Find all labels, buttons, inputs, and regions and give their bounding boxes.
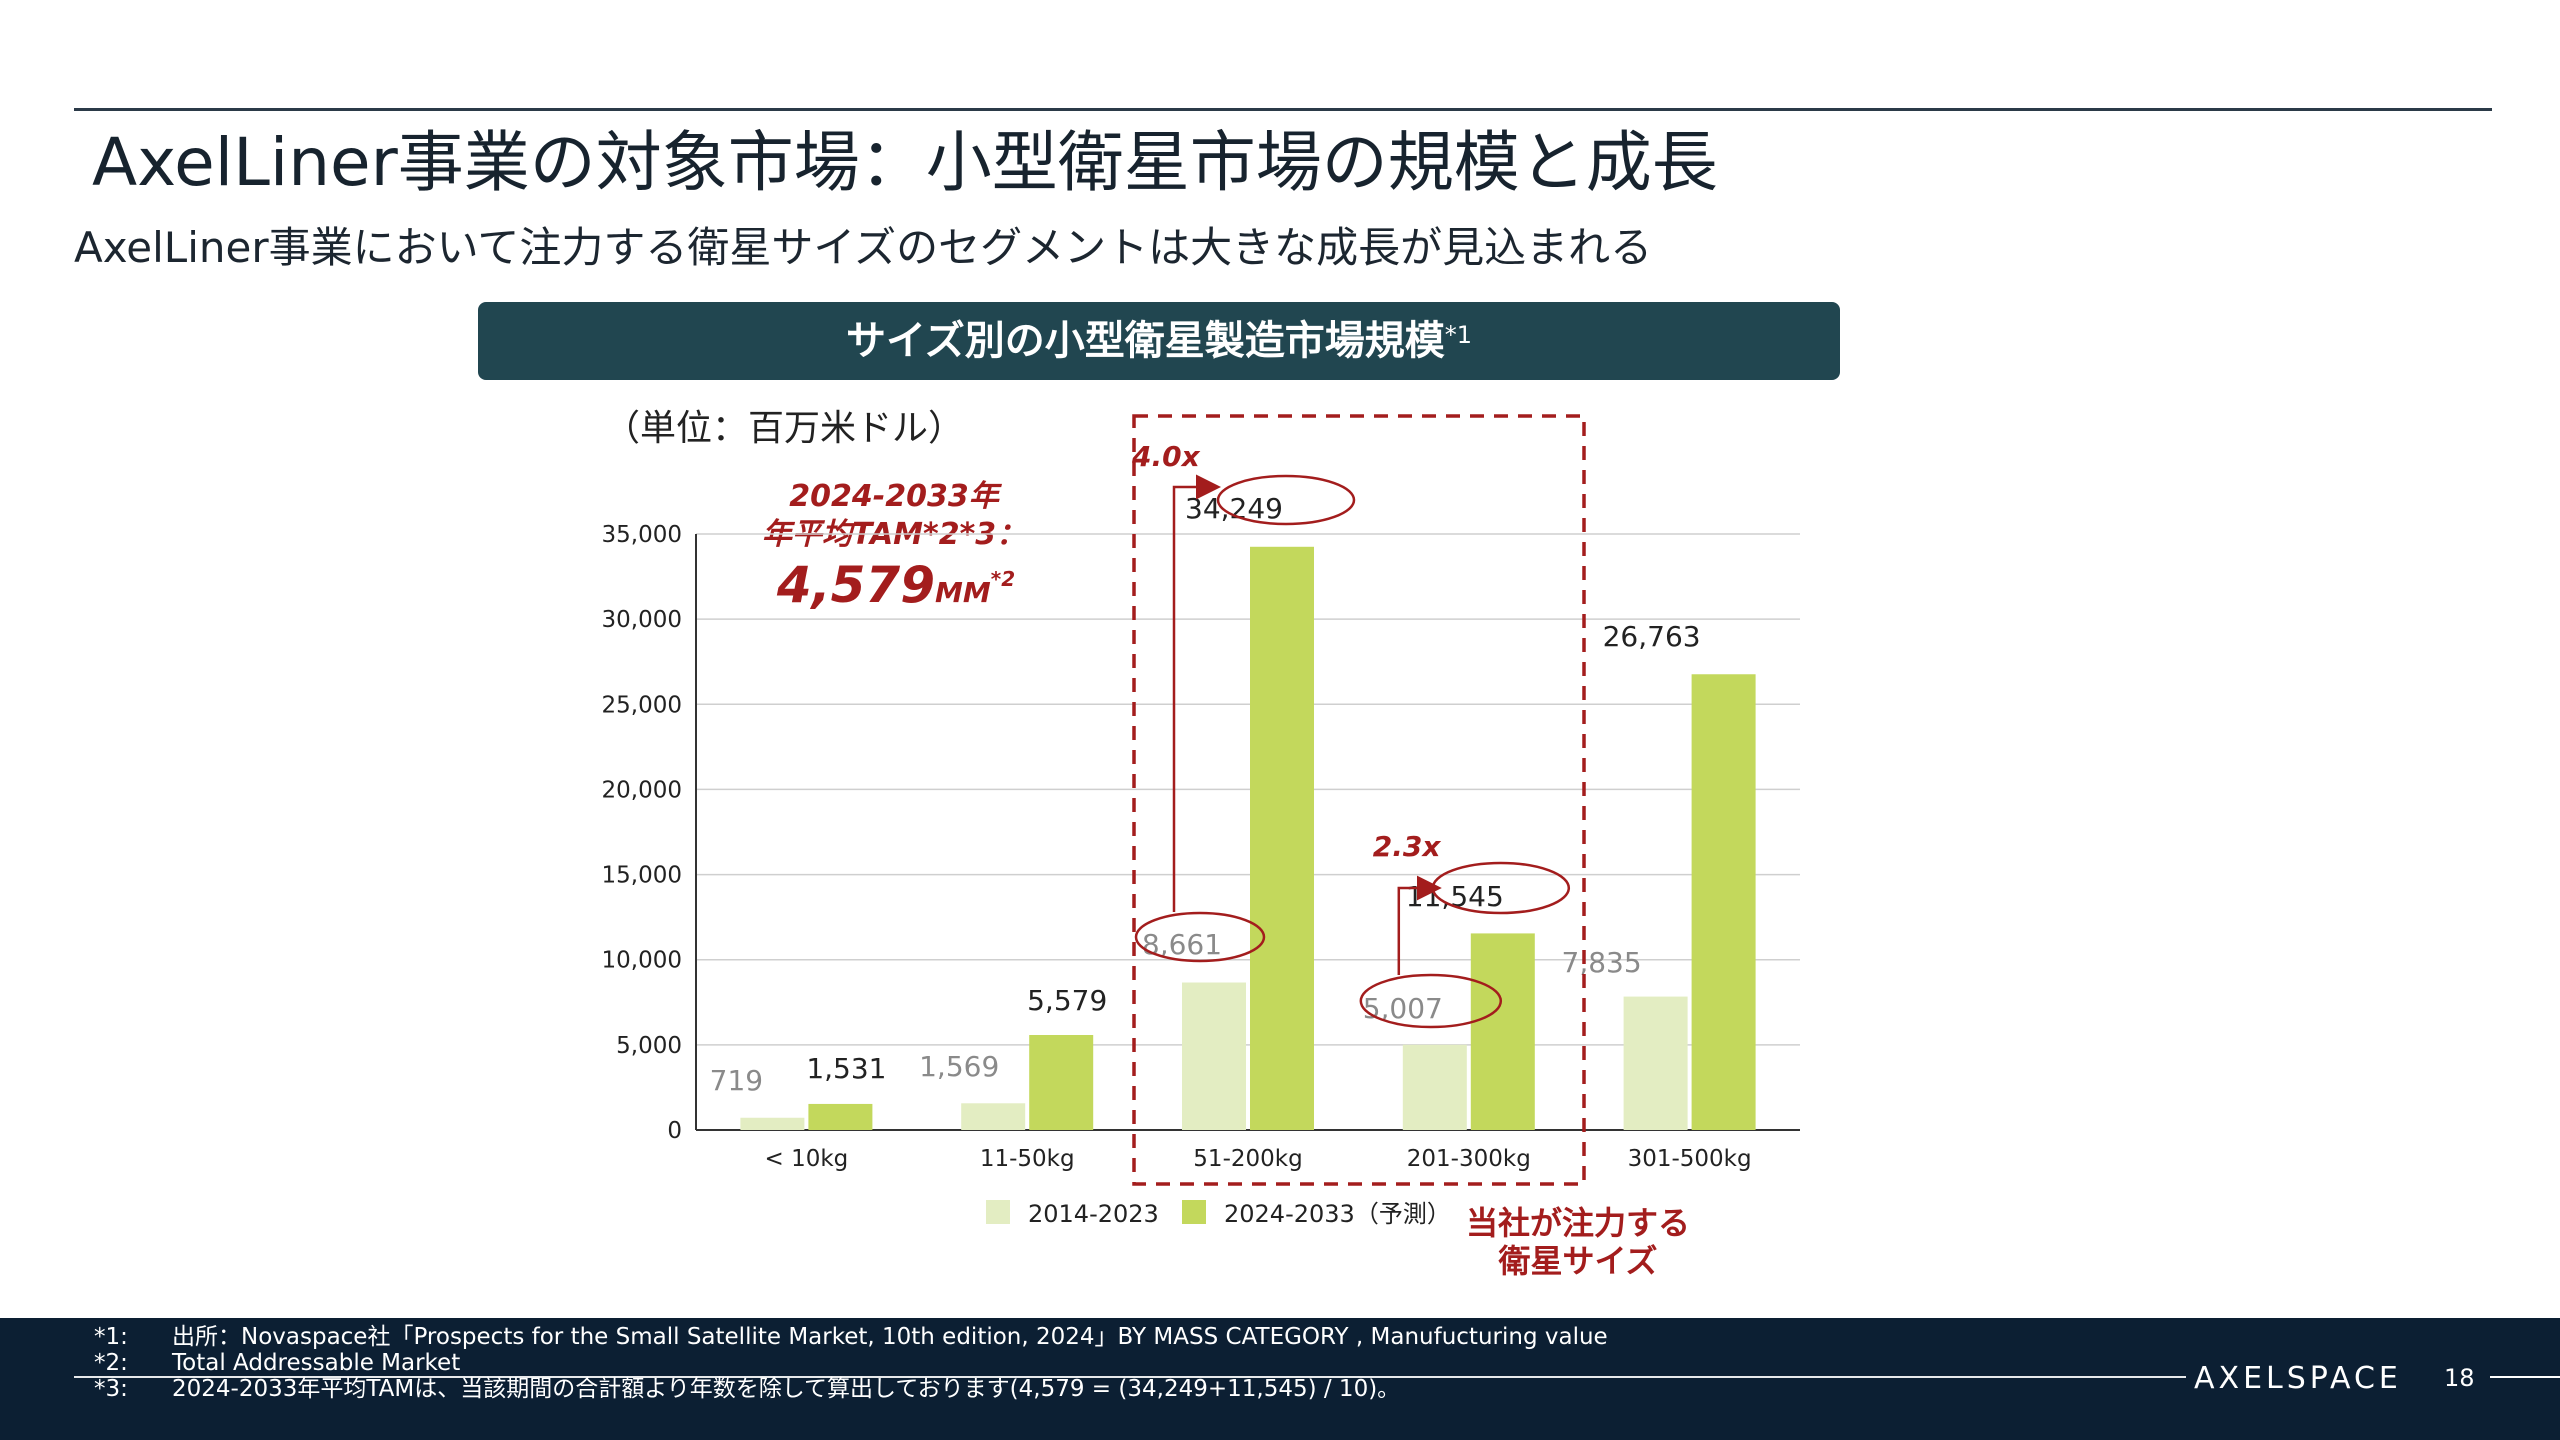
- x-axis: < 10kg 11-50kg 51-200kg 201-300kg 301-500kg: [765, 1146, 1752, 1172]
- legend: 2014-2023 2024-2033（予測）: [986, 1200, 1451, 1228]
- value-label: 5,579: [1027, 984, 1107, 1017]
- bar-past: [961, 1103, 1026, 1130]
- highlight-ellipse: [1359, 973, 1503, 1029]
- tam-line1: 2024-2033年: [789, 479, 1002, 514]
- bar-forecast: [1470, 933, 1535, 1130]
- bar-past: [740, 1117, 805, 1130]
- value-label: 34,249: [1185, 492, 1283, 525]
- growth-annotations: 4.0x 2.3x: [1131, 440, 1571, 1029]
- y-tick-label: 35,000: [602, 522, 682, 548]
- bar-forecast: [1691, 674, 1756, 1130]
- footnote-text: Total Addressable Market: [172, 1350, 461, 1376]
- bar-past: [1182, 982, 1246, 1130]
- tam-unit: MM: [935, 576, 991, 609]
- value-label: 26,763: [1603, 620, 1701, 653]
- growth-label: 4.0x: [1131, 440, 1201, 473]
- growth-label: 2.3x: [1373, 830, 1442, 863]
- x-tick-label: 51-200kg: [1193, 1146, 1302, 1172]
- focus-label: 当社が注力する 衛星サイズ: [1466, 1204, 1690, 1280]
- bar-past: [1623, 996, 1688, 1130]
- value-label: 5,007: [1363, 992, 1443, 1025]
- y-tick-label: 30,000: [602, 607, 682, 633]
- focus-dashed-box: [1132, 414, 1586, 1186]
- focus-label-line2: 衛星サイズ: [1497, 1242, 1657, 1280]
- y-tick-label: 5,000: [616, 1033, 682, 1059]
- footnote-key: *1:: [94, 1324, 128, 1350]
- page-number: 18: [2444, 1364, 2475, 1392]
- legend-swatch: [986, 1200, 1010, 1224]
- bar-forecast: [1029, 1034, 1094, 1130]
- page-title: AxelLiner事業の対象市場：小型衛星市場の規模と成長: [92, 124, 1718, 201]
- unit-label: （単位：百万米ドル）: [604, 408, 964, 449]
- bar-forecast: [808, 1103, 873, 1130]
- y-tick-label: 10,000: [602, 948, 682, 974]
- chart-banner-footnote-mark: *1: [1444, 321, 1473, 349]
- y-tick-label: 25,000: [602, 692, 682, 718]
- y-axis: 0 5,000 10,000 15,000 20,000 25,000 30,000 35,0…: [602, 522, 682, 1144]
- highlight-ellipse: [1216, 474, 1356, 526]
- grid: [695, 533, 1800, 1131]
- footer-divider: [74, 1376, 2186, 1378]
- tam-annotation: 2024-2033年 年平均TAM*2*3： 4,579MM*2: [762, 479, 1026, 614]
- footnote-key: *2:: [94, 1350, 128, 1376]
- focus-label-line1: 当社が注力する: [1466, 1204, 1690, 1242]
- footer-divider-right: [2490, 1376, 2560, 1378]
- footnote-text: 出所：Novaspace社「Prospects for the Small Sa…: [172, 1324, 1608, 1350]
- axelspace-logo: AXELSPACE: [2194, 1361, 2402, 1396]
- y-tick-label: 15,000: [602, 863, 682, 889]
- bar-labels: 719 1,531 1,569 5,579 8,661 34,249 5,007 11,545…: [710, 492, 1701, 1097]
- bar-chart: （単位：百万米ドル） 2024-2033年 年平均TAM*2*3： 4,579M…: [602, 408, 1800, 1280]
- top-rule: [74, 108, 2492, 111]
- y-tick-label: 20,000: [602, 777, 682, 803]
- page-subtitle: AxelLiner事業において注力する衛星サイズのセグメントは大きな成長が見込ま…: [74, 223, 1653, 272]
- chart-banner-title: サイズ別の小型衛星製造市場規模: [845, 318, 1445, 364]
- value-label: 719: [710, 1064, 763, 1097]
- legend-label: 2024-2033（予測）: [1224, 1200, 1451, 1228]
- value-label: 7,835: [1562, 946, 1642, 979]
- footnote-text: 2024-2033年平均TAMは、当該期間の合計額より年数を除して算出しておりま…: [172, 1376, 1401, 1402]
- chart-banner: サイズ別の小型衛星製造市場規模*1: [478, 302, 1840, 380]
- growth-arrow: [1172, 474, 1221, 912]
- bar-forecast: [1250, 546, 1314, 1130]
- x-tick-label: 11-50kg: [980, 1146, 1075, 1172]
- x-tick-label: 301-500kg: [1628, 1146, 1752, 1172]
- tam-sup: *2: [991, 567, 1015, 591]
- value-label: 1,531: [806, 1052, 886, 1085]
- highlight-ellipse: [1134, 911, 1266, 963]
- footnote-key: *3:: [94, 1376, 128, 1402]
- legend-label: 2014-2023: [1028, 1200, 1159, 1228]
- footer: [0, 1318, 2560, 1440]
- y-tick-label: 0: [667, 1118, 682, 1144]
- tam-value-group: 4,579MM*2: [776, 556, 1015, 614]
- x-tick-label: < 10kg: [765, 1146, 849, 1172]
- tam-value: 4,579: [776, 556, 935, 614]
- bar-past: [1402, 1044, 1467, 1130]
- bars: [740, 546, 1756, 1130]
- value-label: 11,545: [1406, 880, 1504, 913]
- value-label: 8,661: [1142, 928, 1222, 961]
- growth-arrow: [1397, 875, 1442, 975]
- value-label: 1,569: [919, 1050, 999, 1083]
- legend-swatch: [1182, 1200, 1206, 1224]
- x-tick-label: 201-300kg: [1407, 1146, 1531, 1172]
